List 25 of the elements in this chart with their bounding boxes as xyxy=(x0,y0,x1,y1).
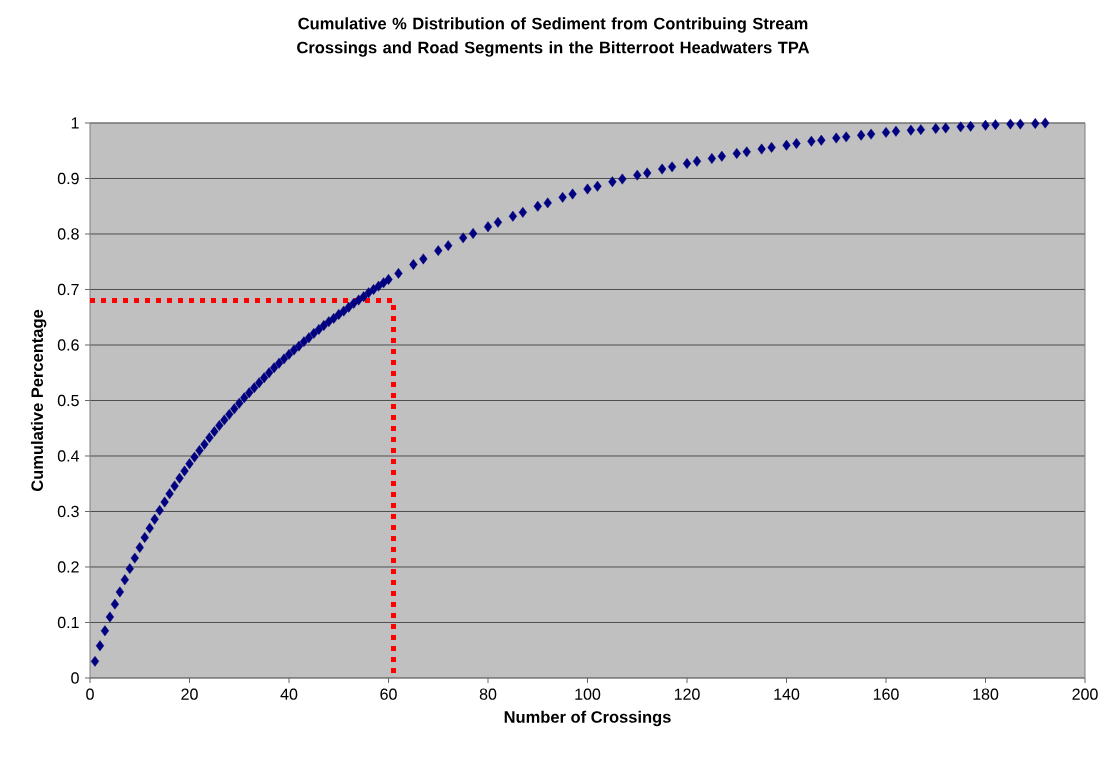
x-tick-label: 40 xyxy=(280,688,298,700)
x-tick-label: 60 xyxy=(380,688,397,700)
x-axis-title: Number of Crossings xyxy=(504,710,671,727)
x-tick-label: 100 xyxy=(575,688,601,700)
y-tick-label: 0 xyxy=(71,672,79,684)
y-tick-label: 0.2 xyxy=(57,561,79,573)
chart-title: Cumulative % Distribution of Sediment from Contribuing Stream Crossings and Road Segments in the Bitterroot Headwaters TPA xyxy=(297,17,810,57)
y-tick-label: 0.7 xyxy=(57,283,79,296)
y-tick-label: 0.6 xyxy=(57,339,79,351)
x-tick-label: 200 xyxy=(1072,688,1098,700)
x-tick-label: 180 xyxy=(973,688,999,700)
x-tick-label: 120 xyxy=(674,688,700,700)
x-tick-label: 0 xyxy=(86,688,94,700)
y-tick-label: 0.9 xyxy=(57,172,79,185)
x-tick-label: 140 xyxy=(774,688,800,700)
y-tick-label: 0.4 xyxy=(57,450,80,462)
y-tick-label: 0.8 xyxy=(57,228,79,240)
y-tick-label: 0.5 xyxy=(57,394,79,407)
y-tick-label: 0.3 xyxy=(57,505,79,518)
y-axis-title: Cumulative Percentage xyxy=(30,309,47,492)
y-tick-label: 1 xyxy=(71,117,79,129)
y-tick-label: 0.1 xyxy=(57,616,79,629)
x-tick-label: 160 xyxy=(873,688,899,700)
x-tick-label: 80 xyxy=(479,688,497,700)
x-tick-label: 20 xyxy=(181,688,198,700)
